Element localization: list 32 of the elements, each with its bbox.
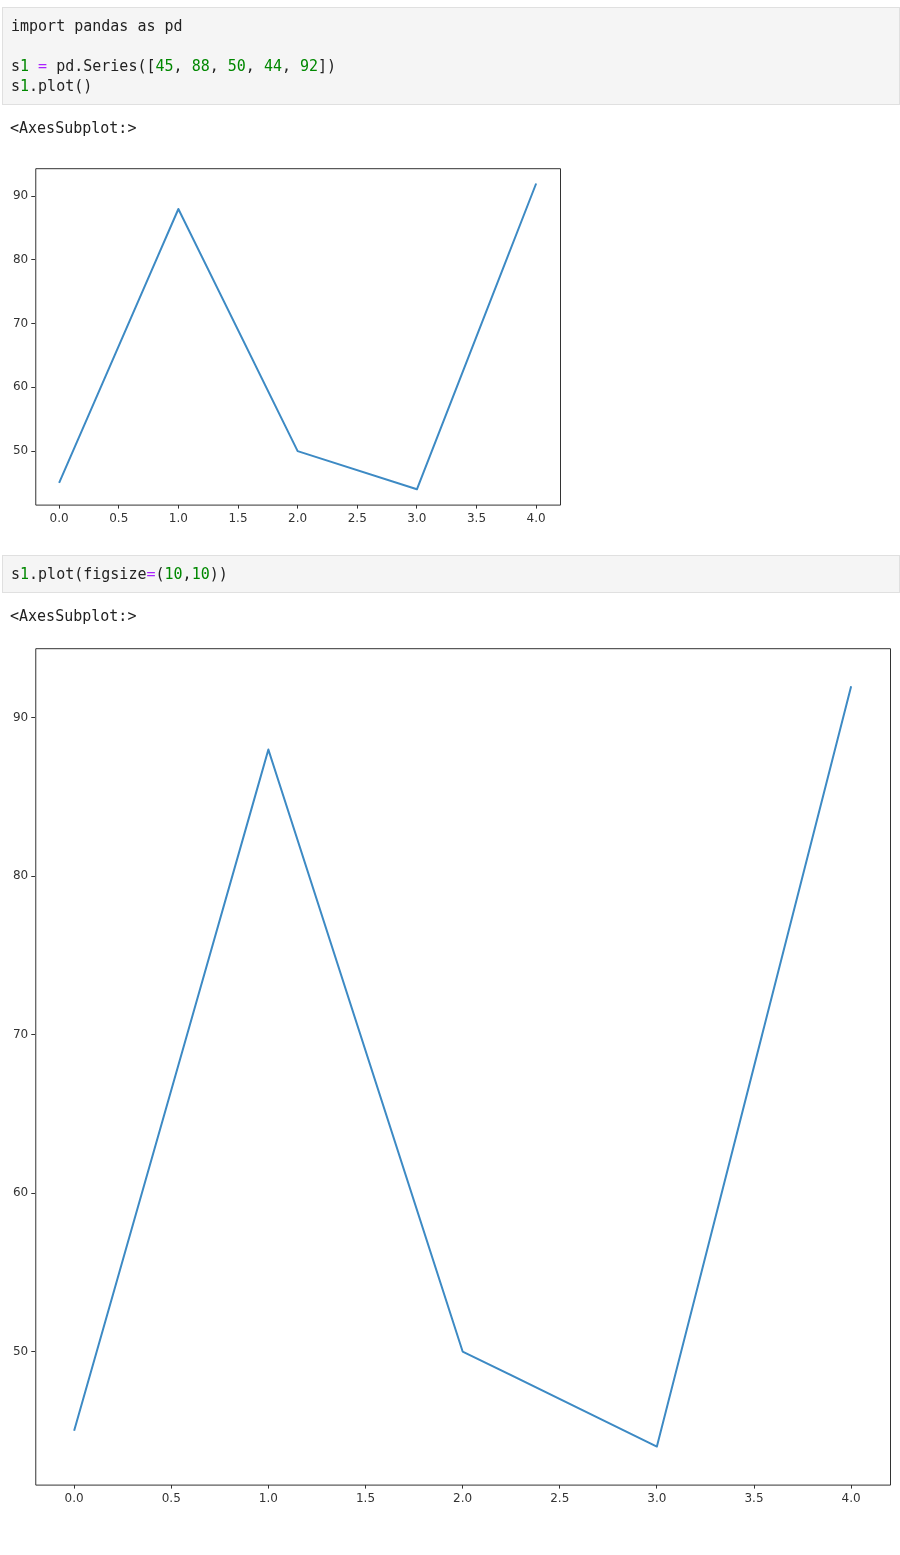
y-tick-label: 50 bbox=[12, 1343, 29, 1358]
text: <AxesSubplot:> bbox=[9, 118, 138, 138]
x-tick-label: 4.0 bbox=[526, 510, 546, 525]
y-tick-label: 80 bbox=[12, 252, 29, 267]
y-tick-label: 70 bbox=[12, 315, 29, 330]
y-tick-label: 70 bbox=[12, 1026, 29, 1041]
text: s1.plot(figsize=(10,10)) bbox=[11, 565, 228, 583]
x-tick-label: 2.0 bbox=[288, 510, 308, 525]
x-tick-label: 2.5 bbox=[347, 510, 367, 525]
x-tick-label: 2.0 bbox=[453, 1490, 473, 1505]
text: <AxesSubplot:> bbox=[9, 606, 138, 626]
x-tick-label: 0.0 bbox=[64, 1490, 84, 1505]
x-tick-label: 0.0 bbox=[49, 510, 69, 525]
x-tick-label: 1.0 bbox=[168, 510, 188, 525]
x-tick-label: 2.5 bbox=[550, 1490, 570, 1505]
y-tick-label: 80 bbox=[12, 868, 29, 883]
x-tick-label: 1.5 bbox=[355, 1490, 376, 1505]
x-tick-label: 3.5 bbox=[466, 510, 487, 525]
x-tick-label: 3.5 bbox=[744, 1490, 764, 1505]
x-tick-label: 3.0 bbox=[647, 1490, 667, 1505]
y-tick-label: 60 bbox=[12, 1185, 29, 1200]
text: import pandas as pd s1 = pd.Series([45, 88, 50, 44, 92]) s1.plot() bbox=[11, 17, 337, 95]
x-tick-label: 3.0 bbox=[407, 510, 427, 525]
y-tick-label: 60 bbox=[12, 379, 29, 394]
x-tick-label: 1.0 bbox=[258, 1490, 278, 1505]
x-tick-label: 0.5 bbox=[109, 510, 129, 525]
y-tick-label: 50 bbox=[12, 443, 29, 458]
x-tick-label: 0.5 bbox=[161, 1490, 181, 1505]
y-tick-label: 90 bbox=[12, 188, 29, 203]
x-tick-label: 1.5 bbox=[228, 510, 248, 525]
x-tick-label: 4.0 bbox=[841, 1490, 861, 1505]
y-tick-label: 90 bbox=[12, 710, 29, 725]
